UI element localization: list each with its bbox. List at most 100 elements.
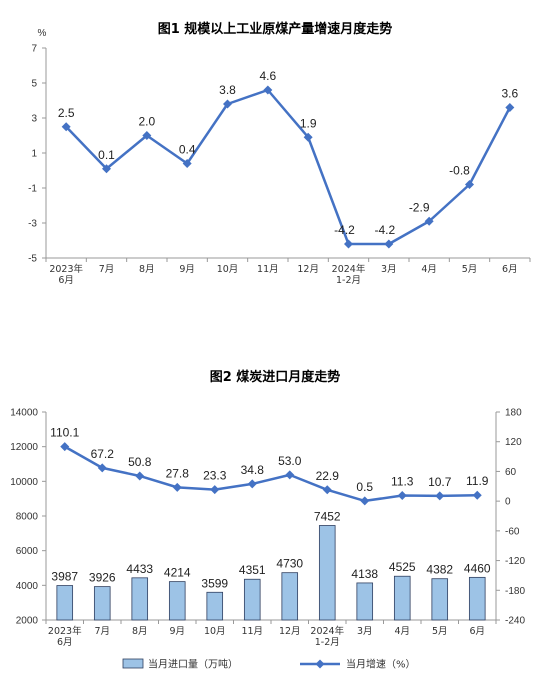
chart2-line-label: 27.8	[166, 466, 190, 480]
chart2-line	[64, 445, 478, 503]
chart1-x-tick: 7月	[99, 264, 115, 275]
chart1-point	[465, 180, 474, 189]
chart2-point	[247, 479, 257, 489]
chart1-x-tick: 2024年	[332, 263, 366, 275]
chart2-x-tick: 7月	[94, 626, 110, 637]
chart1-point	[344, 239, 353, 249]
chart1-point	[424, 216, 434, 226]
chart1-y-tick: 5	[31, 79, 37, 90]
chart2-x-tick: 11月	[241, 626, 263, 637]
chart1-point	[102, 164, 111, 174]
chart2-right-tick: 60	[505, 467, 517, 478]
chart2-point	[172, 482, 182, 492]
chart2-bar	[206, 591, 224, 621]
chart1-point	[61, 122, 71, 132]
chart1-data-label: -4.2	[374, 223, 395, 237]
chart2-x-tick: 9月	[169, 626, 185, 637]
chart2-point	[97, 463, 107, 473]
chart2-bar	[431, 578, 449, 621]
chart2-x-tick: 10月	[204, 626, 226, 637]
chart2-bar-label: 4214	[164, 566, 191, 580]
chart2-line-label: 0.5	[356, 480, 373, 494]
chart2-point	[397, 491, 407, 501]
chart1-x-tick: 1-2月	[336, 275, 361, 286]
chart2-line-label: 22.9	[316, 469, 340, 483]
chart1-data-label: 0.4	[179, 143, 196, 157]
legend-bar-swatch	[122, 658, 144, 669]
chart2-bar-label: 3599	[201, 576, 228, 590]
chart2-x-tick: 6月	[469, 626, 485, 637]
chart1-x-tick: 5月	[462, 264, 478, 275]
chart2-bar	[356, 582, 374, 621]
chart2-line-label: 23.3	[203, 469, 227, 483]
chart2-line-label: 34.8	[241, 463, 265, 477]
chart1-data-label: -0.8	[449, 164, 470, 178]
chart2-bar	[243, 578, 261, 621]
chart2-point	[135, 471, 145, 481]
chart2-left-tick: 4000	[16, 581, 39, 592]
chart2-point	[472, 490, 482, 500]
chart2-bar	[318, 525, 336, 621]
chart2-line-label: 110.1	[50, 426, 79, 440]
chart1-data-label: 3.8	[219, 83, 236, 97]
chart2-line-label: 10.7	[428, 475, 452, 489]
legend-line-label: 当月增速（%）	[346, 658, 416, 671]
chart1-y-tick: -3	[28, 219, 37, 230]
chart2-line-label: 67.2	[91, 447, 115, 461]
chart1-data-label: -2.9	[409, 200, 430, 214]
chart1-y-tick: -1	[28, 184, 37, 195]
chart2-x-tick: 5月	[432, 626, 448, 637]
chart2-bar-label: 4730	[276, 557, 303, 571]
chart1-x-tick: 6月	[502, 264, 518, 275]
chart2-x-tick: 1-2月	[315, 637, 340, 648]
chart2-line-label: 53.0	[278, 454, 302, 468]
chart2-line-label: 11.9	[466, 474, 489, 488]
chart2-right-tick: 120	[505, 437, 522, 448]
chart2-point	[322, 485, 332, 495]
chart2-point	[285, 470, 295, 480]
chart1-line	[65, 88, 511, 246]
chart2-bar-label: 4433	[126, 562, 153, 576]
chart2-right-tick: 180	[505, 408, 522, 419]
chart2-bar	[168, 581, 186, 621]
chart2-left-tick: 14000	[10, 408, 38, 419]
chart2-left-tick: 6000	[16, 546, 39, 557]
chart1-y-tick: 7	[31, 44, 37, 55]
chart2-bar-label: 4382	[426, 563, 453, 577]
chart1-x-tick: 4月	[421, 264, 437, 275]
chart1-point	[384, 239, 394, 249]
chart2-x-tick: 2023年	[48, 625, 82, 637]
chart2-right-tick: -180	[505, 586, 525, 597]
chart2-right-tick: -60	[505, 526, 520, 537]
chart2-x-tick: 12月	[279, 626, 301, 637]
chart2-bar-label: 4525	[389, 560, 416, 574]
chart2-right-tick: -120	[505, 556, 525, 567]
chart1-data-label: 4.6	[259, 69, 276, 83]
chart1-point	[505, 103, 515, 112]
chart2-x-tick: 4月	[394, 626, 410, 637]
chart2-left-tick: 12000	[10, 442, 38, 453]
chart2-bar	[131, 577, 149, 621]
chart2-bar-label: 3987	[51, 570, 78, 584]
chart1-x-tick: 6月	[58, 275, 74, 286]
chart2-right-tick: 0	[505, 497, 511, 508]
chart1-y-tick: -5	[28, 254, 37, 265]
chart1-x-tick: 11月	[257, 264, 279, 275]
chart2-line-label: 50.8	[128, 455, 152, 469]
chart2-point	[210, 485, 220, 495]
chart2-x-tick: 2024年	[310, 625, 344, 637]
chart2-left-tick: 10000	[10, 477, 38, 488]
chart1-point	[263, 85, 273, 95]
chart2-bar	[93, 586, 111, 621]
chart1-y-tick: 3	[31, 114, 37, 125]
chart2-left-tick: 8000	[16, 512, 39, 523]
chart2-bar	[281, 572, 299, 621]
chart2-bar	[56, 585, 74, 621]
chart1-point	[142, 131, 152, 140]
chart1-x-tick: 12月	[297, 264, 319, 275]
chart2-point	[435, 491, 445, 501]
chart2-left-tick: 2000	[16, 616, 39, 627]
chart2-bar-label: 3926	[89, 571, 116, 585]
chart1-data-label: 2.5	[58, 106, 75, 120]
